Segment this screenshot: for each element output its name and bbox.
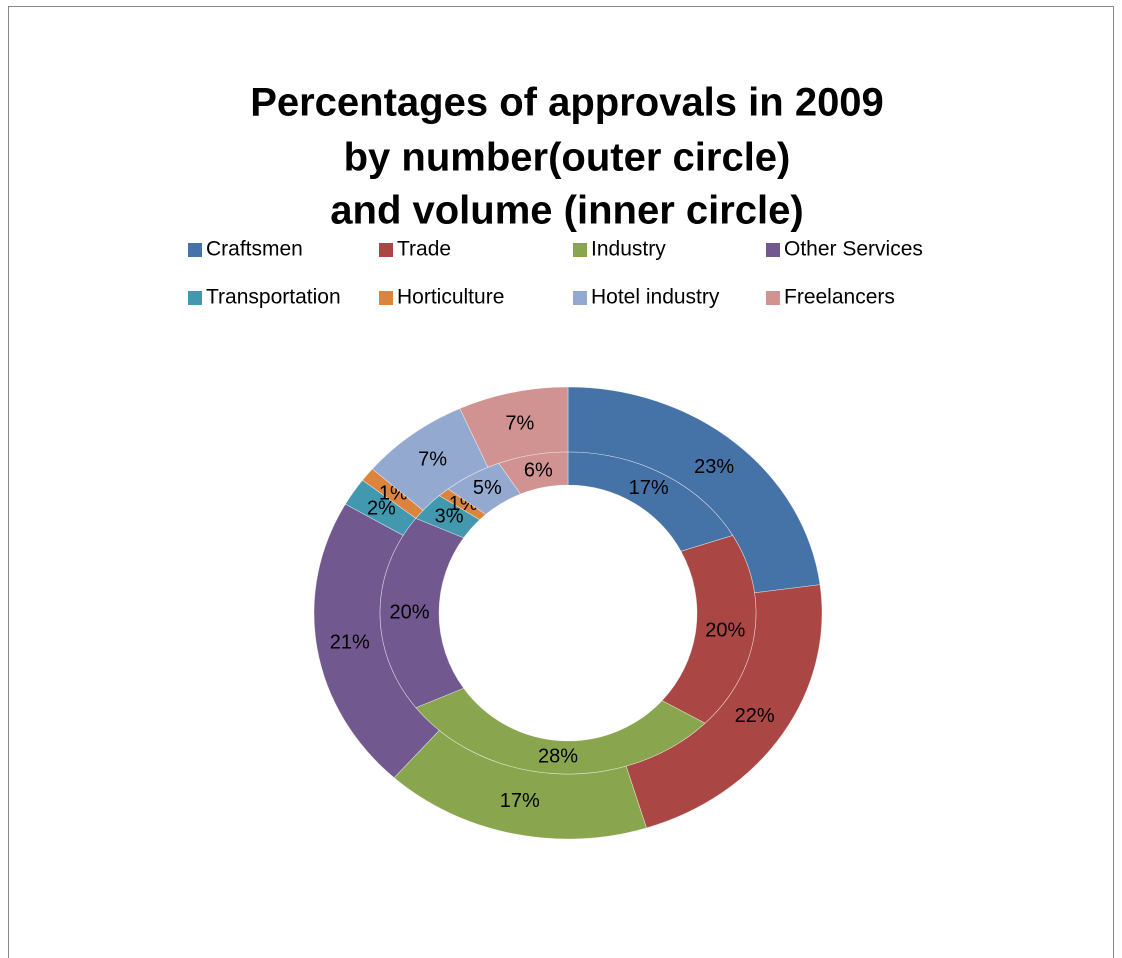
legend-swatch bbox=[766, 291, 780, 305]
data-label: 20% bbox=[705, 619, 745, 641]
data-label: 20% bbox=[389, 601, 429, 623]
chart-title: and volume (inner circle) bbox=[330, 189, 803, 233]
data-label: 7% bbox=[505, 412, 534, 434]
legend-label: Trade bbox=[397, 238, 451, 261]
chart-title: by number(outer circle) bbox=[344, 136, 791, 180]
legend-label: Craftsmen bbox=[206, 238, 303, 261]
legend-label: Transportation bbox=[206, 286, 341, 309]
data-label: 5% bbox=[473, 477, 502, 499]
legend-label: Other Services bbox=[784, 238, 923, 261]
legend-label: Hotel industry bbox=[591, 286, 720, 309]
data-label: 6% bbox=[524, 459, 553, 481]
data-label: 28% bbox=[538, 745, 578, 767]
data-label: 3% bbox=[435, 506, 464, 528]
legend-swatch bbox=[379, 291, 393, 305]
donut-segment bbox=[415, 687, 706, 775]
legend-swatch bbox=[188, 291, 202, 305]
data-label: 22% bbox=[735, 705, 775, 727]
legend-label: Horticulture bbox=[397, 286, 504, 309]
data-label: 17% bbox=[500, 790, 540, 812]
data-label: 23% bbox=[694, 456, 734, 478]
data-label: 2% bbox=[367, 498, 396, 520]
legend-swatch bbox=[188, 243, 202, 257]
legend-swatch bbox=[573, 291, 587, 305]
data-label: 7% bbox=[418, 448, 447, 470]
chart-title: Percentages of approvals in 2009 bbox=[250, 81, 884, 125]
legend-swatch bbox=[573, 243, 587, 257]
data-label: 21% bbox=[330, 632, 370, 654]
legend-swatch bbox=[766, 243, 780, 257]
legend-swatch bbox=[379, 243, 393, 257]
legend-label: Freelancers bbox=[784, 286, 895, 309]
data-label: 17% bbox=[629, 477, 669, 499]
legend-label: Industry bbox=[591, 238, 666, 261]
donut-segment bbox=[498, 451, 569, 495]
